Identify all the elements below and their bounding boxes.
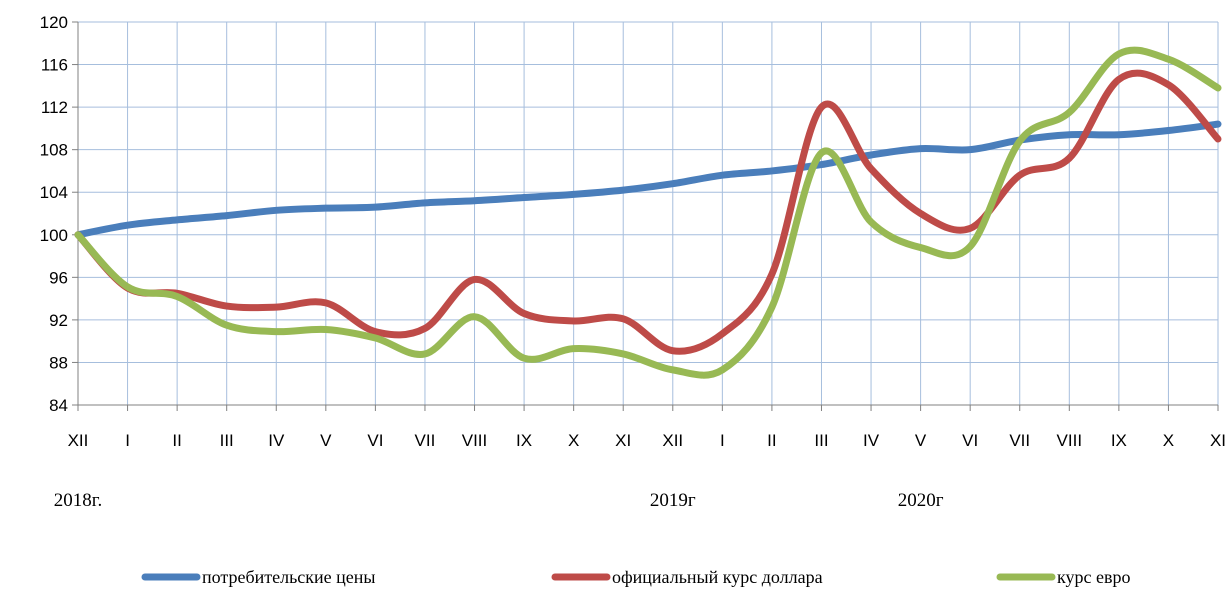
y-tick-label: 88 xyxy=(49,353,68,372)
x-tick-label: III xyxy=(814,431,828,450)
x-tick-label: I xyxy=(125,431,130,450)
x-tick-label: I xyxy=(720,431,725,450)
year-label: 2020г xyxy=(898,490,944,511)
x-axis-ticks: XII I II III IV V VI VII VIII IX X XI XII I II III IV V VI… xyxy=(68,431,1226,450)
x-tick-label: IV xyxy=(268,431,285,450)
series-line-4a7ebb xyxy=(74,120,1222,239)
x-tick-label: IX xyxy=(516,431,532,450)
chart-legend: потребительские цены официальный курс дол… xyxy=(141,567,1130,587)
y-tick-label: 108 xyxy=(40,141,68,160)
x-tick-label: VIII xyxy=(1057,431,1083,450)
y-tick-label: 120 xyxy=(40,13,68,32)
x-tick-label: VII xyxy=(415,431,436,450)
x-tick-label: III xyxy=(220,431,234,450)
x-tick-label: X xyxy=(568,431,579,450)
y-tick-label: 116 xyxy=(41,56,68,75)
year-labels: 2018г. 2019г 2020г xyxy=(54,490,944,511)
legend-label: официальный курс доллара xyxy=(612,567,823,587)
y-tick-label: 104 xyxy=(40,183,68,202)
x-tick-label: VI xyxy=(962,431,978,450)
x-tick-label: IX xyxy=(1111,431,1127,450)
y-tick-label: 112 xyxy=(41,98,68,117)
y-tick-label: 92 xyxy=(49,311,68,330)
x-tick-label: XII xyxy=(662,431,683,450)
x-tick-label: II xyxy=(172,431,181,450)
legend-label: курс евро xyxy=(1057,567,1130,587)
year-label: 2019г xyxy=(650,490,696,511)
legend-label: потребительские цены xyxy=(202,567,376,587)
x-tick-label: XII xyxy=(68,431,89,450)
x-tick-label: XI xyxy=(1210,431,1226,450)
series-line-be4b48 xyxy=(74,69,1222,355)
x-tick-label: V xyxy=(915,431,927,450)
chart-series xyxy=(74,46,1222,379)
x-tick-label: VII xyxy=(1009,431,1030,450)
x-tick-label: V xyxy=(320,431,332,450)
x-tick-label: IV xyxy=(863,431,880,450)
x-tick-label: XI xyxy=(615,431,631,450)
y-axis-ticks: 84 88 92 96 100 104 108 112 116 120 xyxy=(40,13,68,415)
y-tick-label: 96 xyxy=(49,268,68,287)
year-label: 2018г. xyxy=(54,490,102,511)
x-tick-label: VI xyxy=(367,431,383,450)
x-tick-label: VIII xyxy=(462,431,488,450)
x-tick-label: X xyxy=(1163,431,1174,450)
y-tick-label: 84 xyxy=(49,396,68,415)
x-tick-label: II xyxy=(767,431,776,450)
series-line-98b954 xyxy=(74,46,1222,379)
y-tick-label: 100 xyxy=(40,226,68,245)
